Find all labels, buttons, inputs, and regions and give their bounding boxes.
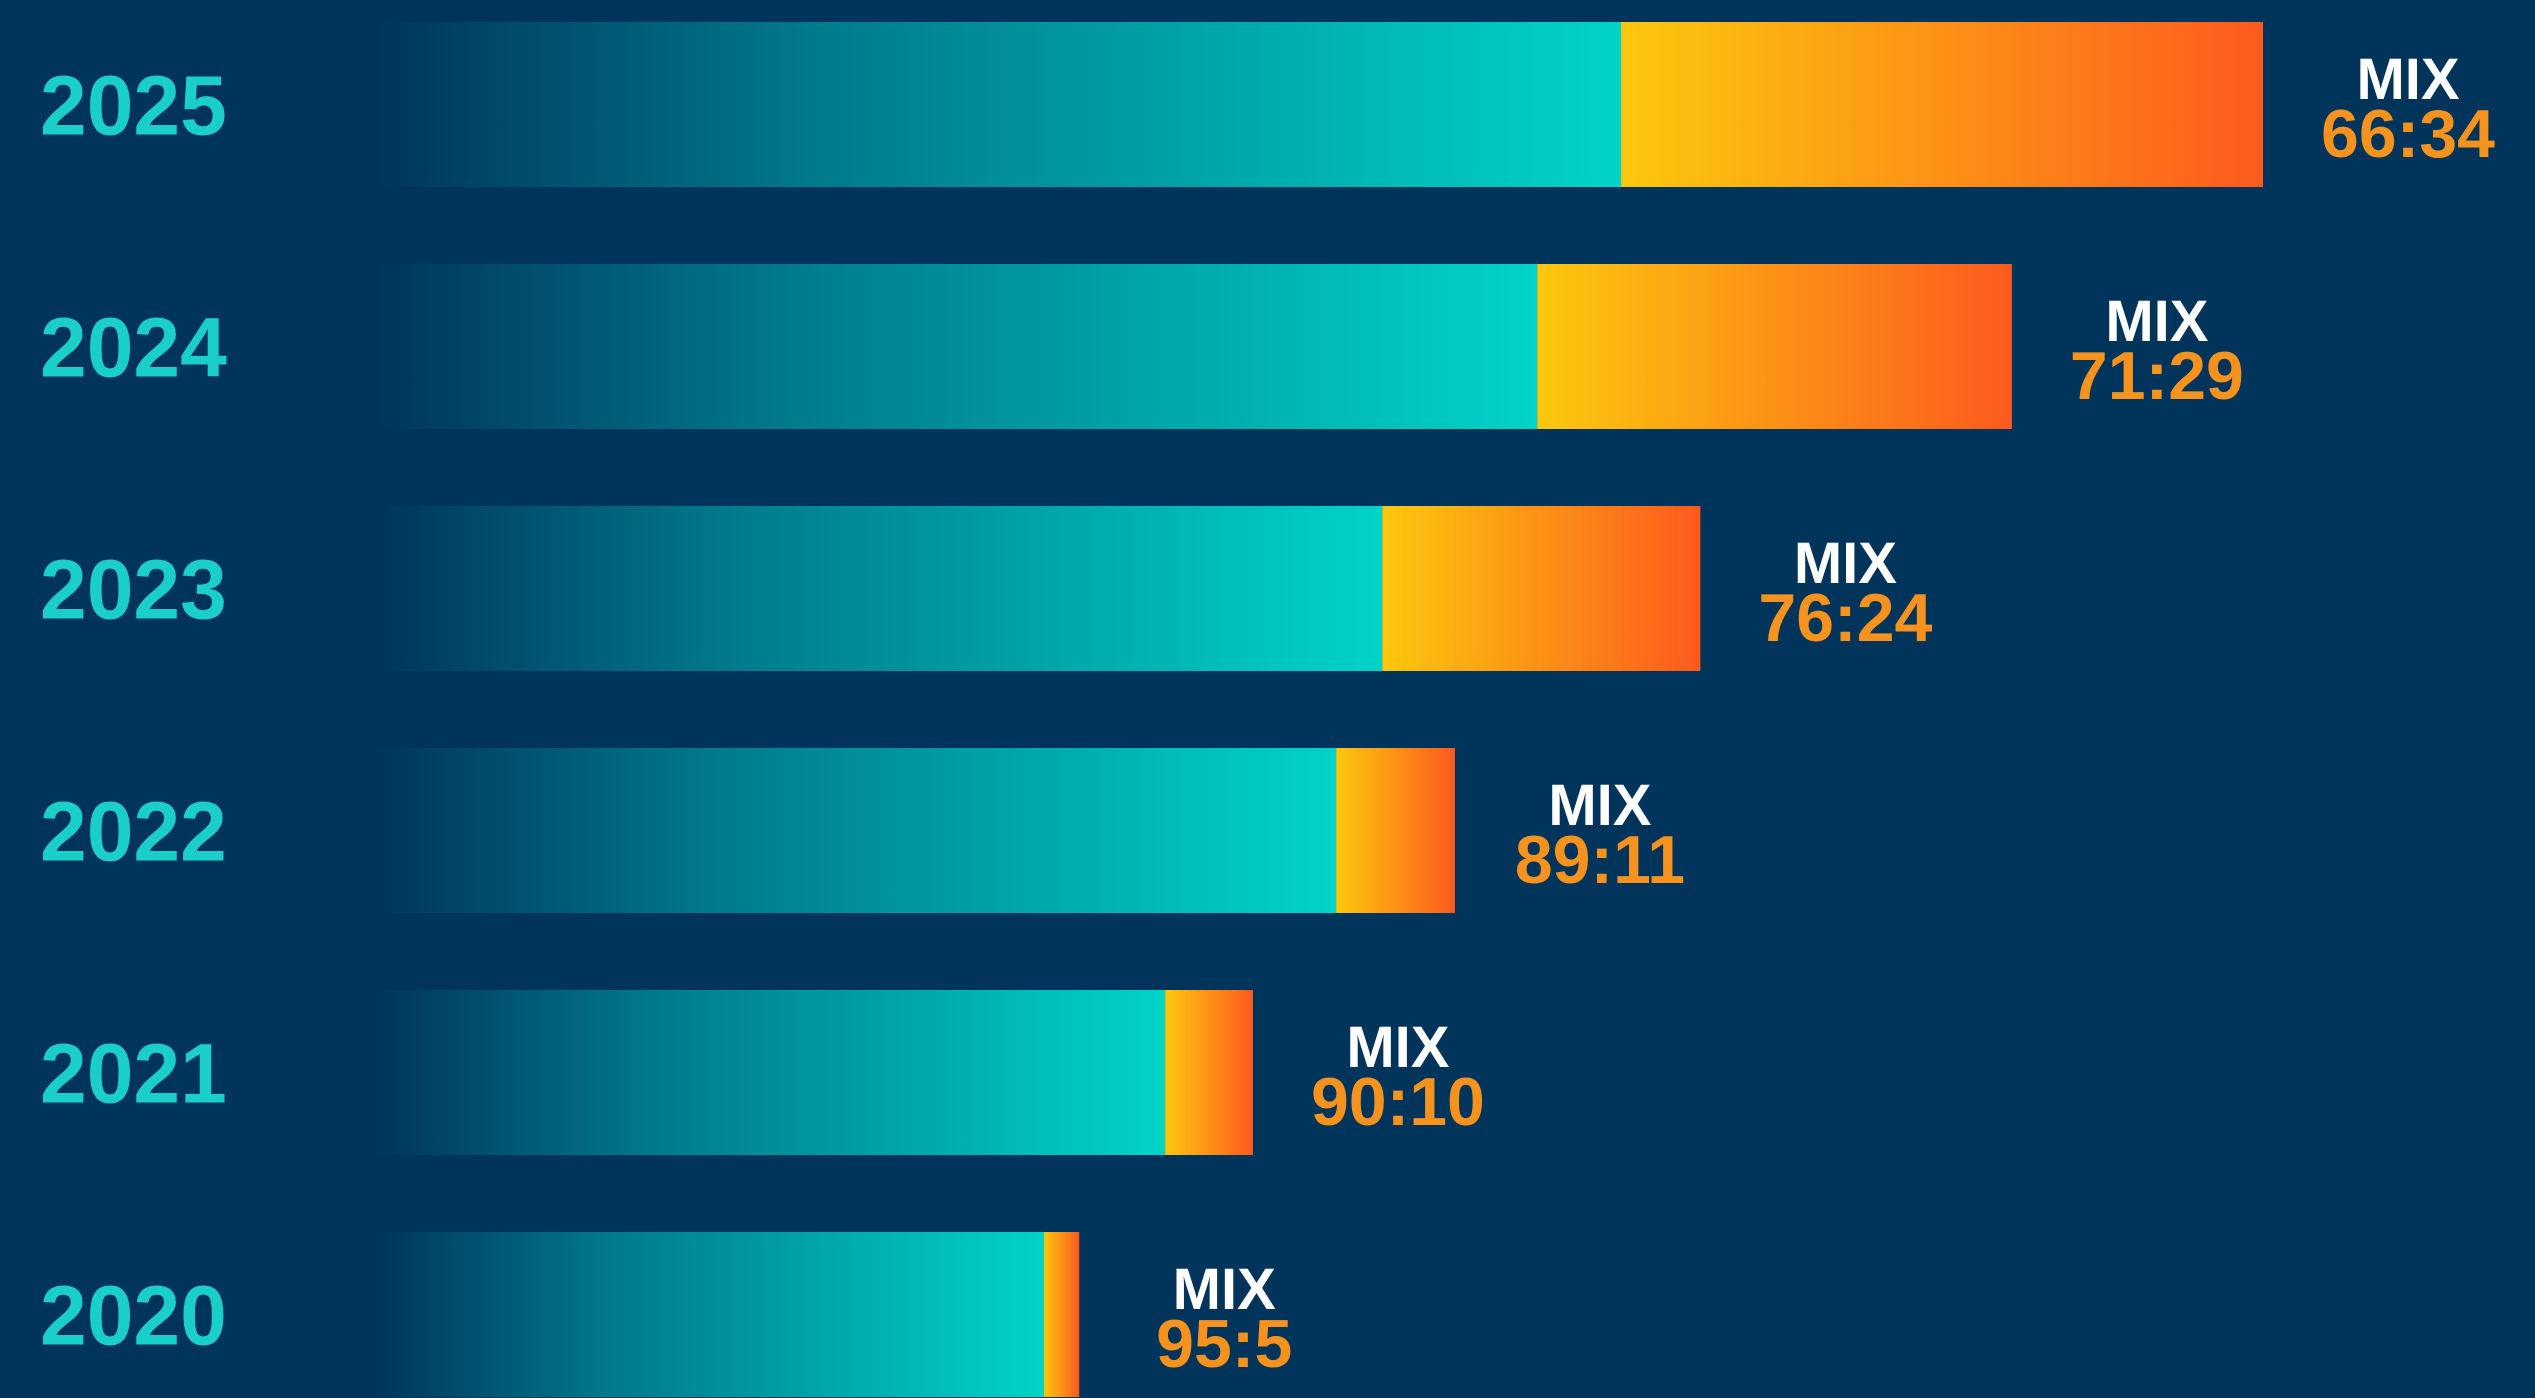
- mix-ratio-2024: 71:29: [2070, 338, 2244, 414]
- bar-secondary-2024: [1537, 264, 2012, 429]
- bar-primary-2020: [375, 1232, 1045, 1397]
- bar-primary-2025: [375, 22, 1622, 187]
- mix-label-2024: MIX: [2105, 289, 2208, 354]
- mix-ratio-2022: 89:11: [1515, 822, 1685, 898]
- mix-label-2020: MIX: [1173, 1257, 1276, 1322]
- year-label-2021: 2021: [40, 1027, 227, 1121]
- bar-secondary-2025: [1621, 22, 2263, 187]
- bar-primary-2022: [375, 748, 1337, 913]
- bar-secondary-2021: [1165, 990, 1253, 1155]
- bars-layer: [375, 22, 2263, 1397]
- mix-ratio-2023: 76:24: [1758, 580, 1932, 656]
- bar-primary-2021: [375, 990, 1166, 1155]
- mix-label-2023: MIX: [1794, 531, 1897, 596]
- mix-ratio-2025: 66:34: [2321, 96, 2495, 172]
- year-label-2024: 2024: [40, 301, 227, 395]
- bar-primary-2024: [375, 264, 1538, 429]
- bar-primary-2023: [375, 506, 1383, 671]
- bar-secondary-2023: [1382, 506, 1701, 671]
- mix-label-2021: MIX: [1346, 1015, 1449, 1080]
- bar-secondary-2022: [1336, 748, 1455, 913]
- year-label-2023: 2023: [40, 543, 227, 637]
- year-label-2025: 2025: [40, 59, 227, 153]
- year-label-2020: 2020: [40, 1269, 227, 1363]
- year-label-2022: 2022: [40, 785, 227, 879]
- mix-ratio-2020: 95:5: [1156, 1306, 1292, 1382]
- mix-ratio-2021: 90:10: [1311, 1064, 1485, 1140]
- bar-secondary-2020: [1044, 1232, 1080, 1397]
- mix-label-2022: MIX: [1548, 773, 1651, 838]
- mix-label-2025: MIX: [2356, 47, 2459, 112]
